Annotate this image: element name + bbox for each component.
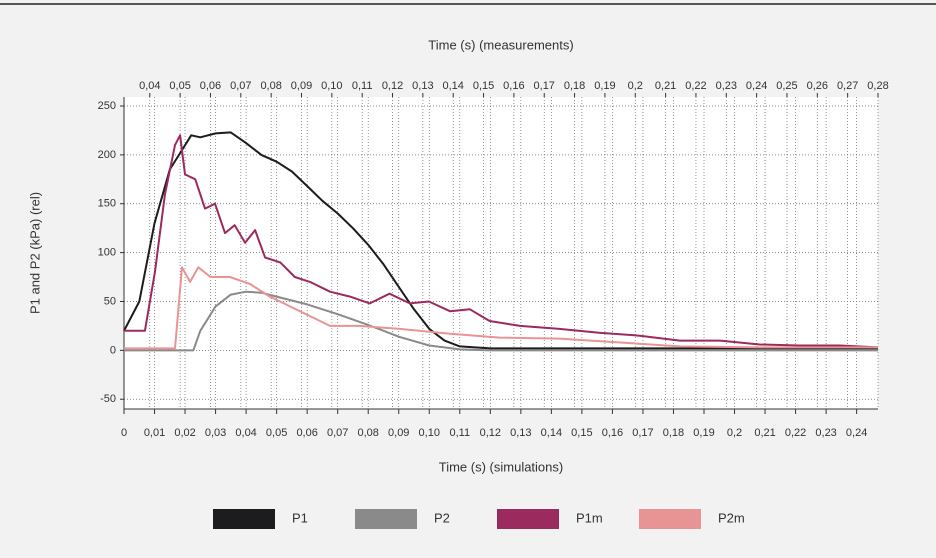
x2-tick-label: 0,22 [685, 80, 706, 92]
x-tick-label: 0,24 [846, 427, 867, 439]
x-tick-label: 0,23 [815, 427, 836, 439]
x-tick-label: 0,16 [602, 427, 623, 439]
x2-tick-label: 0,26 [807, 80, 828, 92]
x-tick-label: 0,12 [480, 427, 501, 439]
y-tick-label: 0 [110, 344, 116, 356]
x2-tick-label: 0,13 [412, 80, 433, 92]
x2-tick-label: 0,23 [716, 80, 737, 92]
x-tick-label: 0,06 [296, 427, 317, 439]
legend-swatch [355, 509, 417, 529]
x-tick-label: 0,11 [449, 427, 470, 439]
x2-tick-label: 0,10 [321, 80, 342, 92]
x-tick-label: 0,19 [693, 427, 714, 439]
legend-swatch [639, 509, 701, 529]
x2-tick-label: 0,14 [443, 80, 464, 92]
x-tick-label: 0,15 [571, 427, 592, 439]
x-tick-label: 0,03 [205, 427, 226, 439]
x2-tick-label: 0,15 [473, 80, 494, 92]
x-tick-label: 0,02 [174, 427, 195, 439]
series-line [124, 134, 879, 349]
x2-tick-label: 0,12 [382, 80, 403, 92]
x-tick-label: 0,18 [663, 427, 684, 439]
x-tick-label: 0,17 [632, 427, 653, 439]
series-line [124, 290, 878, 352]
x-tick-label: 0,07 [327, 427, 348, 439]
x-tick-label: 0,05 [266, 427, 287, 439]
x2-tick-label: 0,09 [291, 80, 312, 92]
x2-tick-label: 0,24 [746, 80, 767, 92]
x2-tick-label: 0,19 [594, 80, 615, 92]
x2-tick-label: 0,18 [564, 80, 585, 92]
x-tick-label: 0,13 [510, 427, 531, 439]
y-tick-label: 150 [98, 198, 116, 210]
series-line [124, 266, 878, 350]
x-tick-label: 0 [121, 427, 127, 439]
x-axis-title: Time (s) (simulations) [439, 459, 563, 474]
x2-tick-label: 0,17 [534, 80, 555, 92]
x2-tick-label: 0,25 [776, 80, 797, 92]
x-tick-label: 0,22 [785, 427, 806, 439]
y-axis-title: P1 and P2 (kPa) (rel) [27, 192, 42, 314]
legend-swatch [213, 509, 275, 529]
series-line [123, 131, 878, 350]
x-tick-label: 0,21 [754, 427, 775, 439]
x2-tick-label: 0,07 [230, 80, 251, 92]
x2-tick-label: 0,04 [139, 80, 160, 92]
legend-label: P1 [292, 510, 308, 525]
x2-tick-label: 0,27 [837, 80, 858, 92]
x2-tick-label: 0,2 [628, 80, 643, 92]
x-tick-label: 0,2 [727, 427, 742, 439]
x2-tick-label: 0,05 [169, 80, 190, 92]
x-tick-label: 0,01 [144, 427, 165, 439]
x2-tick-label: 0,16 [503, 80, 524, 92]
x-tick-label: 0,10 [419, 427, 440, 439]
legend-label: P1m [576, 510, 603, 525]
x-tick-label: 0,04 [235, 427, 256, 439]
legend-label: P2 [434, 510, 450, 525]
x2-axis-title: Time (s) (measurements) [428, 37, 573, 52]
legend-label: P2m [718, 510, 745, 525]
legend-swatch [497, 509, 559, 529]
x-tick-label: 0,14 [541, 427, 562, 439]
x-tick-label: 0,09 [388, 427, 409, 439]
x-tick-label: 0,08 [357, 427, 378, 439]
x2-tick-label: 0,11 [352, 80, 373, 92]
x2-tick-label: 0,06 [200, 80, 221, 92]
x2-tick-label: 0,28 [867, 80, 888, 92]
y-tick-label: 50 [104, 295, 116, 307]
plot-area [124, 97, 878, 409]
y-tick-label: 200 [98, 149, 116, 161]
y-tick-label: 100 [98, 247, 116, 259]
x2-tick-label: 0,21 [655, 80, 676, 92]
y-tick-label: -50 [100, 393, 116, 405]
y-tick-label: 250 [98, 100, 116, 112]
x2-tick-label: 0,08 [260, 80, 281, 92]
